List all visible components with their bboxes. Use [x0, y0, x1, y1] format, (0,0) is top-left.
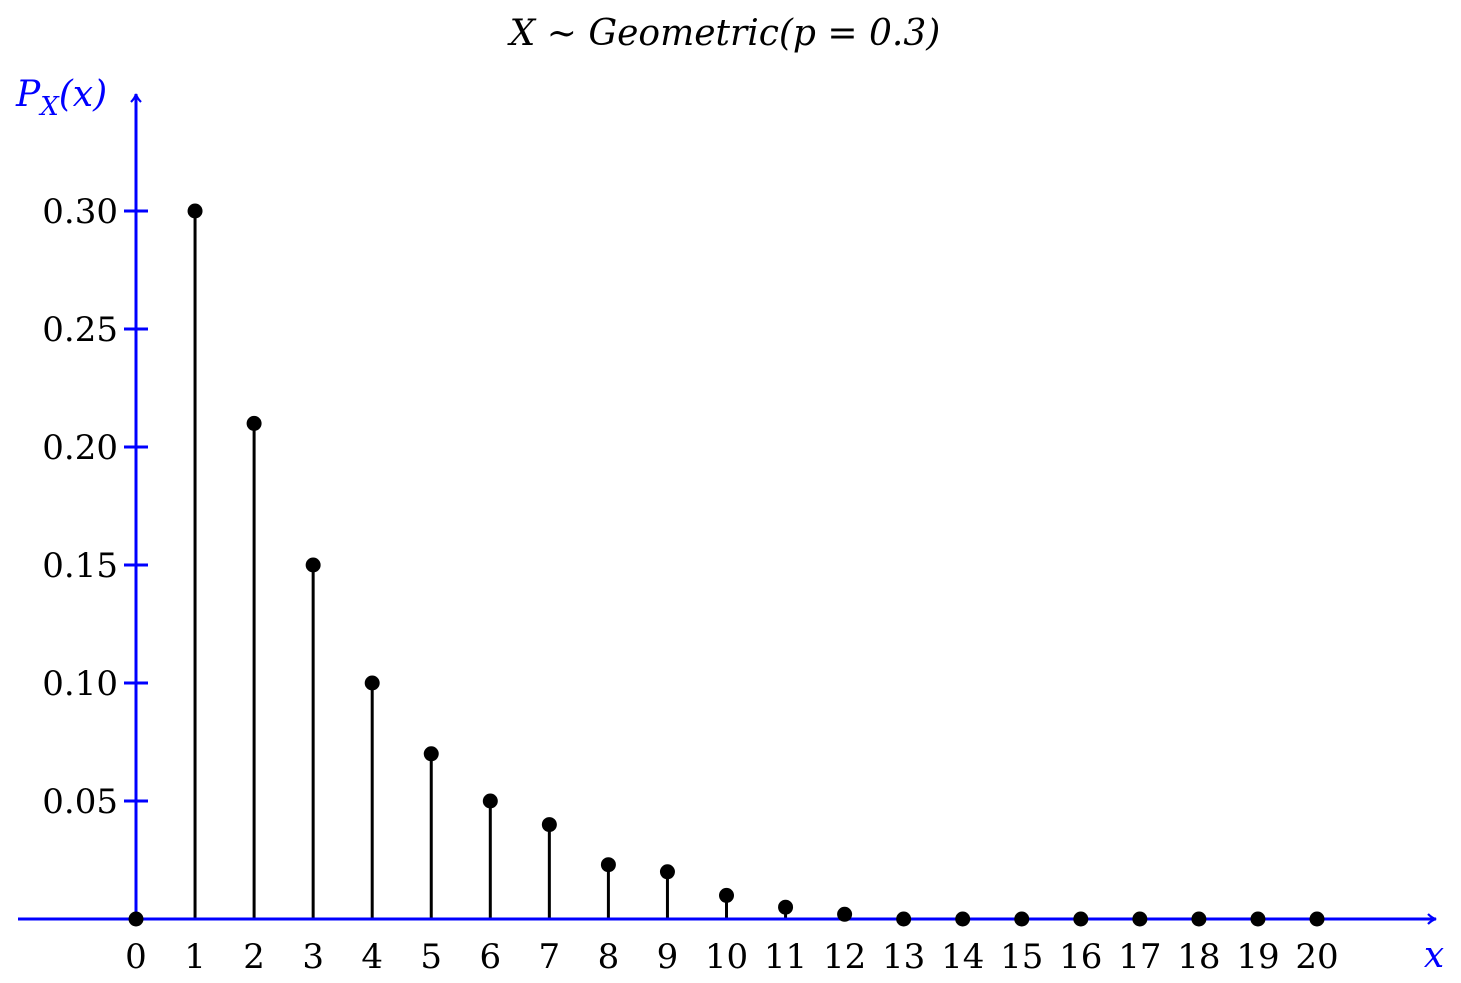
point-18: [1191, 911, 1207, 927]
point-6: [482, 793, 498, 809]
y-tick-label-0.15: 0.15: [42, 546, 118, 586]
point-12: [837, 906, 853, 922]
y-axis-label-arg: (x): [59, 74, 107, 115]
point-13: [896, 911, 912, 927]
point-10: [719, 887, 734, 903]
x-tick-label-9: 9: [657, 937, 679, 977]
x-tick-label-8: 8: [598, 937, 620, 977]
x-tick-label-20: 20: [1295, 937, 1338, 977]
point-2: [246, 415, 262, 431]
chart-title: X ∼ Geometric(p = 0.3): [507, 13, 941, 54]
x-tick-label-2: 2: [243, 937, 265, 977]
y-axis-label: PX(x): [15, 74, 107, 122]
y-tick-label-0.25: 0.25: [42, 310, 118, 350]
point-8: [600, 857, 616, 873]
point-19: [1250, 911, 1266, 927]
point-0: [128, 911, 144, 927]
svg-text:PX(x): PX(x): [15, 74, 107, 122]
x-tick-label-1: 1: [184, 937, 206, 977]
y-tick-label-0.30: 0.30: [42, 192, 118, 232]
x-tick-label-16: 16: [1059, 937, 1102, 977]
y-axis-label-main: P: [15, 74, 41, 115]
x-tick-label-7: 7: [539, 937, 561, 977]
x-tick-label-14: 14: [941, 937, 984, 977]
x-tick-label-10: 10: [705, 937, 748, 977]
x-tick-label-15: 15: [1000, 937, 1043, 977]
y-ticks-group: 0.05 0.10 0.15 0.20 0.25 0.30: [42, 192, 148, 822]
x-tick-label-17: 17: [1118, 937, 1161, 977]
point-16: [1073, 911, 1089, 927]
x-tick-label-12: 12: [823, 937, 866, 977]
point-20: [1309, 911, 1325, 927]
x-tick-label-13: 13: [882, 937, 925, 977]
y-tick-label-0.20: 0.20: [42, 428, 118, 468]
point-14: [955, 911, 971, 927]
point-3: [305, 557, 321, 573]
x-ticks-group: 0 1 2 3 4 5 6 7 8 9 10 11 12 13 14 15 16 17 18 19 20: [125, 937, 1338, 977]
point-11: [778, 899, 794, 915]
point-1: [187, 203, 203, 219]
point-17: [1132, 911, 1148, 927]
x-tick-label-6: 6: [479, 937, 501, 977]
x-tick-label-5: 5: [420, 937, 442, 977]
x-tick-label-18: 18: [1177, 937, 1220, 977]
y-tick-label-0.10: 0.10: [42, 664, 118, 704]
point-4: [364, 675, 380, 691]
x-tick-label-0: 0: [125, 937, 147, 977]
point-5: [423, 746, 439, 762]
x-tick-label-19: 19: [1236, 937, 1279, 977]
x-axis-label: x: [1424, 935, 1444, 976]
point-7: [541, 817, 557, 833]
point-9: [659, 864, 675, 880]
y-axis-label-sub: X: [38, 92, 60, 122]
x-tick-label-3: 3: [302, 937, 324, 977]
x-tick-label-4: 4: [361, 937, 383, 977]
point-15: [1014, 911, 1030, 927]
stems-group: [193, 211, 847, 919]
y-tick-label-0.05: 0.05: [42, 782, 118, 822]
x-tick-label-11: 11: [764, 937, 807, 977]
markers-group: [128, 203, 1325, 927]
